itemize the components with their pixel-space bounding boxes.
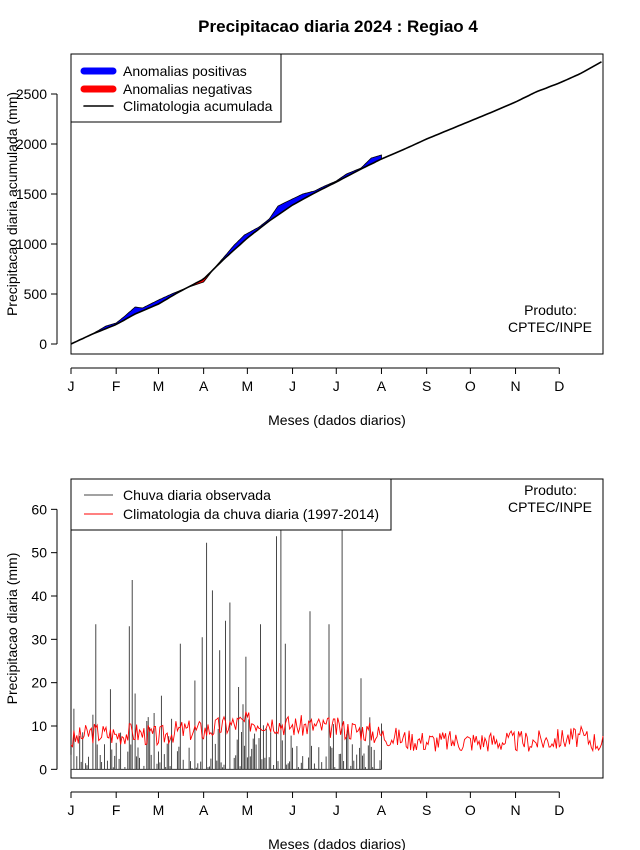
legend-entry: Anomalias positivas	[123, 63, 247, 79]
x-tick-label: A	[377, 378, 387, 394]
x-tick-label: M	[153, 378, 165, 394]
legend-entry: Chuva diaria observada	[123, 487, 271, 503]
x-tick-label: A	[377, 802, 387, 818]
x-axis-label: Meses (dados diarios)	[268, 836, 406, 850]
x-tick-label: F	[112, 802, 121, 818]
y-axis-label: Precipitacao diaria (mm)	[4, 553, 20, 705]
x-axis-label: Meses (dados diarios)	[268, 412, 406, 428]
x-tick-label: S	[422, 802, 431, 818]
x-tick-label: A	[199, 378, 209, 394]
x-tick-label: A	[199, 802, 209, 818]
y-tick-label: 20	[31, 675, 47, 691]
x-tick-label: D	[554, 802, 564, 818]
note-text: Produto:	[524, 482, 577, 498]
x-tick-label: J	[333, 802, 340, 818]
y-tick-label: 2500	[16, 86, 47, 102]
y-tick-label: 40	[31, 588, 47, 604]
note-text: Produto:	[524, 302, 577, 318]
y-tick-label: 10	[31, 718, 47, 734]
y-tick-label: 60	[31, 501, 47, 517]
note-text: CPTEC/INPE	[508, 499, 592, 515]
x-tick-label: N	[510, 802, 520, 818]
x-tick-label: J	[333, 378, 340, 394]
x-tick-label: M	[153, 802, 165, 818]
legend-entry: Climatologia da chuva diaria (1997-2014)	[123, 506, 379, 522]
x-tick-label: N	[510, 378, 520, 394]
x-tick-label: J	[68, 802, 75, 818]
climatology-cumulative-line	[70, 61, 602, 345]
daily-chart: J F M A M J J A S O N D Meses (dados diarios) 0 10 20 30…	[4, 478, 604, 850]
x-tick-label: J	[68, 378, 75, 394]
climatology-daily-line	[70, 711, 604, 753]
x-tick-label: O	[465, 378, 476, 394]
x-tick-label: F	[112, 378, 121, 394]
legend-box	[70, 478, 392, 531]
y-tick-label: 0	[39, 761, 47, 777]
x-tick-label: S	[422, 378, 431, 394]
legend-entry: Climatologia acumulada	[123, 98, 273, 114]
y-tick-label: 2000	[16, 136, 47, 152]
x-tick-label: M	[242, 802, 254, 818]
y-tick-label: 500	[24, 286, 48, 302]
y-tick-label: 0	[39, 336, 47, 352]
x-tick-label: J	[289, 802, 296, 818]
y-tick-label: 1500	[16, 186, 47, 202]
plot-frame	[70, 53, 604, 355]
figure-title: Precipitacao diaria 2024 : Regiao 4	[198, 17, 478, 36]
y-tick-label: 50	[31, 545, 47, 561]
y-tick-label: 30	[31, 631, 47, 647]
x-tick-label: J	[289, 378, 296, 394]
x-tick-label: D	[554, 378, 564, 394]
cumulative-chart: J F M A M J J A S O N D Meses (dados diarios) 0 500 100…	[4, 53, 604, 428]
note-text: CPTEC/INPE	[508, 319, 592, 335]
x-tick-label: M	[242, 378, 254, 394]
legend-entry: Anomalias negativas	[123, 81, 252, 97]
y-axis-label: Precipitacao diaria acumulada (mm)	[4, 92, 20, 316]
y-tick-label: 1000	[16, 236, 47, 252]
x-tick-label: O	[465, 802, 476, 818]
